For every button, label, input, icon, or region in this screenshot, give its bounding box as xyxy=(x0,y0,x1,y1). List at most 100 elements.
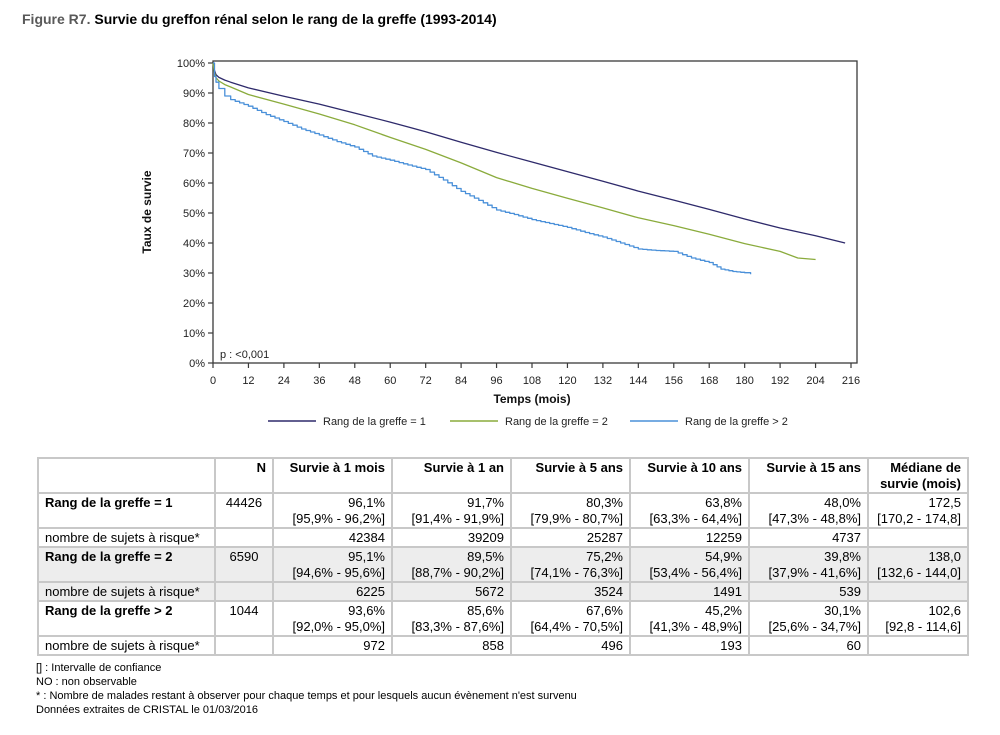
at-risk-count xyxy=(867,527,969,548)
footnotes: [] : Intervalle de confiance NO : non ob… xyxy=(36,661,577,717)
x-tick-label: 180 xyxy=(735,375,753,387)
table-row: Rang de la greffe = 2 6590 95,1% [94,6% - 9… xyxy=(37,546,969,583)
at-risk-count: 1491 xyxy=(629,581,750,602)
x-tick-label: 156 xyxy=(665,375,683,387)
at-risk-count: 496 xyxy=(510,635,631,656)
y-tick-label: 60% xyxy=(183,178,205,190)
confidence-interval: [37,9% - 41,6%] xyxy=(768,565,862,580)
note-at-risk: * : Nombre de malades restant à observer… xyxy=(36,690,577,702)
confidence-interval: [88,7% - 90,2%] xyxy=(411,565,505,580)
x-tick-label: 132 xyxy=(594,375,612,387)
x-tick-label: 60 xyxy=(384,375,396,387)
row-n: 44426 xyxy=(214,492,274,529)
confidence-interval: [47,3% - 48,8%] xyxy=(768,511,862,526)
at-risk-label: nombre de sujets à risque* xyxy=(37,527,216,548)
x-tick-label: 216 xyxy=(842,375,860,387)
at-risk-count: 539 xyxy=(748,581,869,602)
confidence-interval: [92,0% - 95,0%] xyxy=(292,619,386,634)
at-risk-count: 3524 xyxy=(510,581,631,602)
legend-item-2: Rang de la greffe = 2 xyxy=(450,416,608,428)
y-axis: 0% 10% 20% 30% 40% 50% 60% 70% 80% 90% 100% xyxy=(177,58,213,370)
figure-title: Figure R7. Survie du greffon rénal selon… xyxy=(22,11,497,27)
survival-estimate: 102,6 xyxy=(928,603,961,618)
survival-estimate: 96,1% xyxy=(348,495,385,510)
legend-item-1: Rang de la greffe = 1 xyxy=(268,416,426,428)
survival-cell: 45,2% [41,3% - 48,9%] xyxy=(629,600,750,637)
survival-cell: 85,6% [83,3% - 87,6%] xyxy=(391,600,512,637)
at-risk-count: 858 xyxy=(391,635,512,656)
survival-cell: 93,6% [92,0% - 95,0%] xyxy=(272,600,393,637)
row-label: Rang de la greffe = 2 xyxy=(37,546,216,583)
row-n: 1044 xyxy=(214,600,274,637)
survival-estimate: 95,1% xyxy=(348,549,385,564)
survival-estimate: 39,8% xyxy=(824,549,861,564)
legend-label: Rang de la greffe > 2 xyxy=(685,416,788,428)
survival-estimate: 172,5 xyxy=(928,495,961,510)
survival-table: N Survie à 1 mois Survie à 1 an Survie à… xyxy=(37,457,969,656)
survival-estimate: 45,2% xyxy=(705,603,742,618)
survival-estimate: 138,0 xyxy=(928,549,961,564)
x-axis: 0 12 24 36 48 60 72 84 96 108 120 132 144 156 168 180 19… xyxy=(210,363,860,387)
x-tick-label: 204 xyxy=(806,375,824,387)
confidence-interval: [74,1% - 76,3%] xyxy=(530,565,624,580)
survival-cell: 91,7% [91,4% - 91,9%] xyxy=(391,492,512,529)
at-risk-n-empty xyxy=(214,527,274,548)
y-tick-label: 40% xyxy=(183,238,205,250)
y-tick-label: 10% xyxy=(183,328,205,340)
survival-cell: 75,2% [74,1% - 76,3%] xyxy=(510,546,631,583)
y-tick-label: 0% xyxy=(189,358,205,370)
survival-estimate: 85,6% xyxy=(467,603,504,618)
figure-title-text: Survie du greffon rénal selon le rang de… xyxy=(94,11,497,27)
at-risk-count: 42384 xyxy=(272,527,393,548)
x-tick-label: 84 xyxy=(455,375,467,387)
survival-cell: 63,8% [63,3% - 64,4%] xyxy=(629,492,750,529)
header-n: N xyxy=(214,457,274,494)
x-tick-label: 96 xyxy=(490,375,502,387)
table-row: Rang de la greffe > 2 1044 93,6% [92,0% - 9… xyxy=(37,600,969,637)
survival-cell: 138,0 [132,6 - 144,0] xyxy=(867,546,969,583)
x-tick-label: 36 xyxy=(313,375,325,387)
plot-frame xyxy=(212,60,858,364)
confidence-interval: [53,4% - 56,4%] xyxy=(649,565,743,580)
x-tick-label: 168 xyxy=(700,375,718,387)
legend-label: Rang de la greffe = 2 xyxy=(505,416,608,428)
survival-cell: 39,8% [37,9% - 41,6%] xyxy=(748,546,869,583)
survival-estimate: 80,3% xyxy=(586,495,623,510)
confidence-interval: [83,3% - 87,6%] xyxy=(411,619,505,634)
at-risk-n-empty xyxy=(214,581,274,602)
at-risk-label: nombre de sujets à risque* xyxy=(37,581,216,602)
confidence-interval: [64,4% - 70,5%] xyxy=(530,619,624,634)
survival-cell: 30,1% [25,6% - 34,7%] xyxy=(748,600,869,637)
x-tick-label: 120 xyxy=(558,375,576,387)
x-tick-label: 0 xyxy=(210,375,216,387)
y-tick-label: 100% xyxy=(177,58,205,70)
note-no: NO : non observable xyxy=(36,676,137,688)
at-risk-count: 39209 xyxy=(391,527,512,548)
at-risk-count: 4737 xyxy=(748,527,869,548)
x-tick-label: 144 xyxy=(629,375,647,387)
row-n: 6590 xyxy=(214,546,274,583)
x-axis-label: Temps (mois) xyxy=(493,392,570,406)
table-row: Rang de la greffe = 1 44426 96,1% [95,9% - … xyxy=(37,492,969,529)
confidence-interval: [25,6% - 34,7%] xyxy=(768,619,862,634)
row-label: Rang de la greffe > 2 xyxy=(37,600,216,637)
y-tick-label: 90% xyxy=(183,88,205,100)
survival-chart: 0% 10% 20% 30% 40% 50% 60% 70% 80% 90% 100% 0 12 24 3… xyxy=(140,58,860,428)
survival-cell: 172,5 [170,2 - 174,8] xyxy=(867,492,969,529)
survival-cell: 80,3% [79,9% - 80,7%] xyxy=(510,492,631,529)
header-10-years: Survie à 10 ans xyxy=(629,457,750,494)
row-label: Rang de la greffe = 1 xyxy=(37,492,216,529)
at-risk-row: nombre de sujets à risque* 972 858 496 193 60 xyxy=(37,635,969,656)
at-risk-count: 972 xyxy=(272,635,393,656)
at-risk-count: 25287 xyxy=(510,527,631,548)
survival-cell: 89,5% [88,7% - 90,2%] xyxy=(391,546,512,583)
confidence-interval: [132,6 - 144,0] xyxy=(877,565,961,580)
legend-label: Rang de la greffe = 1 xyxy=(323,416,426,428)
at-risk-count xyxy=(867,581,969,602)
y-axis-label: Taux de survie xyxy=(140,170,154,253)
survival-estimate: 63,8% xyxy=(705,495,742,510)
survival-cell: 67,6% [64,4% - 70,5%] xyxy=(510,600,631,637)
x-tick-label: 48 xyxy=(349,375,361,387)
header-1-year: Survie à 1 an xyxy=(391,457,512,494)
at-risk-count: 5672 xyxy=(391,581,512,602)
